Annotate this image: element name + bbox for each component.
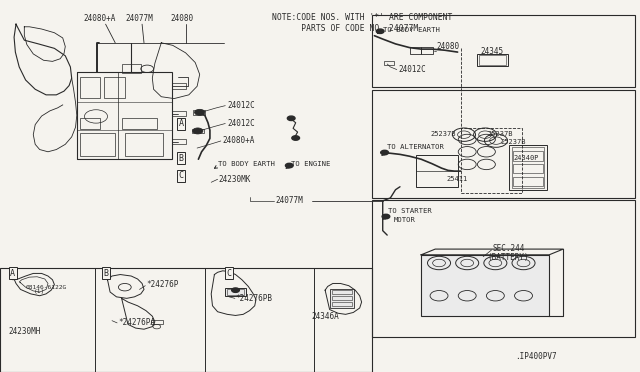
Text: .IP400PV7: .IP400PV7 xyxy=(515,352,557,361)
Text: 24077M: 24077M xyxy=(125,15,154,23)
Bar xyxy=(332,296,352,300)
Text: 25237B: 25237B xyxy=(488,131,513,137)
Circle shape xyxy=(285,163,293,168)
Circle shape xyxy=(232,288,239,292)
Bar xyxy=(172,111,186,116)
Bar xyxy=(479,55,506,65)
Text: 08146-6122G: 08146-6122G xyxy=(26,285,67,290)
Text: 24012C: 24012C xyxy=(227,101,255,110)
Text: C: C xyxy=(179,171,184,180)
Text: A: A xyxy=(10,269,15,278)
Text: 24346A: 24346A xyxy=(311,312,339,321)
Bar xyxy=(80,133,115,156)
Circle shape xyxy=(292,136,300,140)
Bar xyxy=(461,128,522,193)
Bar xyxy=(332,302,352,306)
Text: 24340P: 24340P xyxy=(513,155,539,161)
Text: 24012C: 24012C xyxy=(227,119,255,128)
Bar xyxy=(332,290,352,294)
Text: *24276PA: *24276PA xyxy=(118,318,156,327)
Circle shape xyxy=(381,150,388,155)
Text: NOTE:CODE NOS. WITH '*' ARE COMPONENT
      PARTS OF CODE NO. 24077M: NOTE:CODE NOS. WITH '*' ARE COMPONENT PA… xyxy=(272,13,452,33)
Bar xyxy=(225,288,246,296)
Bar xyxy=(122,64,141,73)
Circle shape xyxy=(287,116,295,121)
Bar xyxy=(384,61,394,65)
Text: (1): (1) xyxy=(33,289,45,294)
Bar xyxy=(330,289,354,308)
Text: *24276P: *24276P xyxy=(146,280,179,289)
Text: B: B xyxy=(179,154,184,163)
Bar xyxy=(77,72,118,159)
Bar xyxy=(151,320,163,324)
Bar xyxy=(421,47,433,54)
Text: 24080: 24080 xyxy=(436,42,460,51)
Bar xyxy=(77,72,172,159)
Text: TO BODY EARTH: TO BODY EARTH xyxy=(218,161,275,167)
Bar xyxy=(477,54,508,66)
Bar xyxy=(513,177,543,186)
Text: 25411: 25411 xyxy=(447,176,468,182)
Text: 24345: 24345 xyxy=(480,47,503,56)
Bar xyxy=(372,15,635,87)
Bar xyxy=(125,133,163,156)
Text: 24230MH: 24230MH xyxy=(8,327,40,336)
Text: 24080+A: 24080+A xyxy=(223,137,255,145)
Text: 24080+A: 24080+A xyxy=(83,15,115,23)
Bar xyxy=(416,155,458,187)
Text: TO STARTER: TO STARTER xyxy=(388,208,432,214)
Circle shape xyxy=(382,214,390,219)
Bar xyxy=(80,77,100,98)
Text: TO ENGINE: TO ENGINE xyxy=(291,161,331,167)
Text: MOTOR: MOTOR xyxy=(394,217,415,223)
Text: A: A xyxy=(179,119,184,128)
Text: 25237B: 25237B xyxy=(430,131,456,137)
Text: C: C xyxy=(227,269,232,278)
Text: TO BODY EARTH: TO BODY EARTH xyxy=(383,27,440,33)
Bar xyxy=(104,77,125,98)
Bar xyxy=(193,110,205,115)
Bar xyxy=(421,255,549,316)
Text: TO ALTERNATOR: TO ALTERNATOR xyxy=(387,144,444,150)
Bar xyxy=(80,118,100,129)
Circle shape xyxy=(195,109,205,115)
Text: 24230MK: 24230MK xyxy=(219,175,252,184)
Circle shape xyxy=(376,29,384,33)
Text: 24077M: 24077M xyxy=(275,196,303,205)
Text: 25237B: 25237B xyxy=(500,139,526,145)
Text: (BATTERY): (BATTERY) xyxy=(488,253,529,262)
Text: *24276PB: *24276PB xyxy=(236,294,273,303)
Bar xyxy=(0,268,372,372)
Text: 24012C: 24012C xyxy=(398,65,426,74)
Bar xyxy=(122,118,157,129)
Text: B: B xyxy=(103,269,108,278)
Text: 24080: 24080 xyxy=(171,15,194,23)
Bar xyxy=(372,90,635,198)
Text: SEC.244: SEC.244 xyxy=(493,244,525,253)
Bar xyxy=(513,164,543,173)
Bar xyxy=(227,289,244,295)
Bar xyxy=(512,147,544,188)
Bar xyxy=(192,129,204,133)
Bar xyxy=(172,139,186,144)
Bar xyxy=(372,200,635,337)
Bar xyxy=(509,145,547,190)
Bar xyxy=(172,83,186,89)
Bar xyxy=(513,151,543,161)
Circle shape xyxy=(193,128,203,134)
Bar xyxy=(410,47,421,54)
